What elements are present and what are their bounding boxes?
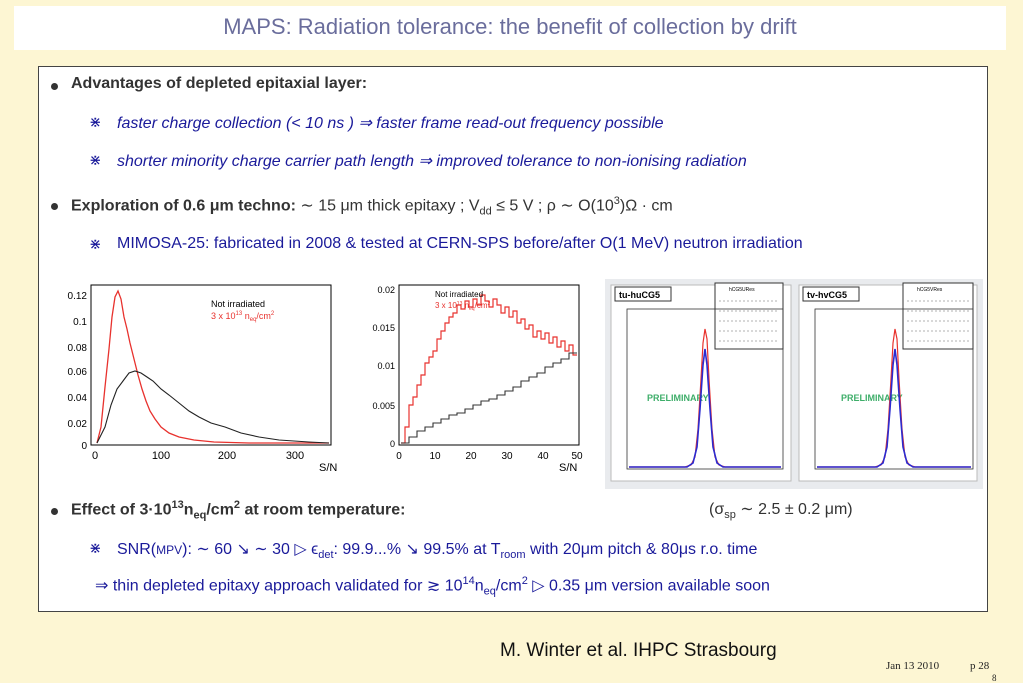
residual-u-stats-lines xyxy=(719,300,779,342)
section1-item2: shorter minority charge carrier path len… xyxy=(117,153,747,170)
plot2-ytick: 0 xyxy=(390,439,395,449)
signal-to-noise-zoom-plot: 0.02 0.015 0.01 0.005 0 0 10 20 30 40 50… xyxy=(372,284,583,472)
star-bullet-icon: ⋇ xyxy=(89,540,102,557)
plot1-irradiated-series xyxy=(96,289,329,444)
section3-line2: ⇒ thin depleted epitaxy approach validat… xyxy=(95,575,770,598)
plot1-xlabel: S/N xyxy=(319,462,337,472)
section2-item1: MIMOSA-25: fabricated in 2008 & tested a… xyxy=(117,235,803,252)
residual-u-frame xyxy=(626,308,784,470)
plot2-xticks: 0 10 20 30 40 50 xyxy=(396,451,583,462)
resolution-note: (σsp ∼ 2.5 ± 0.2 μm) xyxy=(709,501,853,522)
residual-v-watermark: PRELIMINARY xyxy=(841,393,903,403)
footer-page: p 28 xyxy=(970,660,990,672)
star-bullet-icon: ⋇ xyxy=(89,114,102,131)
residual-v-data xyxy=(817,328,971,468)
plot1-ytick: 0.02 xyxy=(68,419,88,430)
plot1-xtick: 300 xyxy=(286,450,304,462)
plot2-xtick: 50 xyxy=(571,451,583,462)
plot1-frame xyxy=(90,284,332,446)
footer-author: M. Winter et al. IHPC Strasbourg xyxy=(500,640,777,661)
plot1-xticks: 0 100 200 300 xyxy=(92,450,304,462)
residual-u-fit xyxy=(629,348,781,468)
plot1-ytick: 0.08 xyxy=(68,343,88,354)
plot1-xtick: 200 xyxy=(218,450,236,462)
plot1-ytick: 0.1 xyxy=(73,317,87,328)
plot1-ytick: 0.04 xyxy=(68,393,88,404)
section1-item1: faster charge collection (< 10 ns ) ⇒ fa… xyxy=(117,115,664,132)
residual-plots: tu-huCG5 hCG5URes PRELIMINARY tv-hvCG5 h… xyxy=(605,279,983,489)
plot2-yticks: 0.02 0.015 0.01 0.005 0 xyxy=(372,285,395,449)
section3-line1: SNR(MPV): ∼ 60 ↘ ∼ 30 ▷ ϵdet: 99.9...% ↘… xyxy=(117,541,758,562)
residual-v-stats-title: hCG5VRes xyxy=(917,287,943,293)
plot2-xtick: 20 xyxy=(465,451,477,462)
residual-u-tab xyxy=(614,286,672,302)
bullet-dot xyxy=(51,83,58,90)
plot2-xtick: 40 xyxy=(537,451,549,462)
plot2-legend-black: Not irradiated xyxy=(435,290,483,299)
section2-heading: Exploration of 0.6 μm techno: ∼ 15 μm th… xyxy=(71,195,673,218)
footer-date: Jan 13 2010 xyxy=(886,660,940,672)
plot1-ytick: 0.12 xyxy=(68,291,88,302)
plot1-not-irradiated-series xyxy=(96,370,330,444)
residual-u-watermark: PRELIMINARY xyxy=(647,393,709,403)
plot2-ytick: 0.015 xyxy=(372,323,395,333)
residual-u-stats-title: hCG5URes xyxy=(729,287,755,293)
plot2-xlabel: S/N xyxy=(559,462,577,472)
title-bar: MAPS: Radiation tolerance: the benefit o… xyxy=(14,6,1006,50)
plot2-not-irradiated-series xyxy=(401,352,577,444)
plot1-ytick: 0.06 xyxy=(68,367,88,378)
plot1-xtick: 0 xyxy=(92,450,98,462)
plot1-ytick: 0 xyxy=(81,441,87,452)
residual-v-frame xyxy=(814,308,974,470)
star-bullet-icon: ⋇ xyxy=(89,236,102,253)
residual-u-tab-label: tu-huCG5 xyxy=(619,290,660,300)
plot1-xtick: 100 xyxy=(152,450,170,462)
plot1-yticks: 0.12 0.1 0.08 0.06 0.04 0.02 0 xyxy=(68,291,88,452)
plot2-xtick: 10 xyxy=(429,451,441,462)
residual-v-tab xyxy=(802,286,860,302)
residual-v-tab-label: tv-hvCG5 xyxy=(807,290,847,300)
footer-page-overlap: 8 xyxy=(992,673,997,683)
bullet-dot xyxy=(51,203,58,210)
plot2-ytick: 0.02 xyxy=(377,285,395,295)
plot2-xtick: 30 xyxy=(501,451,513,462)
plot2-xtick: 0 xyxy=(396,451,402,462)
section1-heading: Advantages of depleted epitaxial layer: xyxy=(71,75,368,92)
plot2-ytick: 0.005 xyxy=(372,401,395,411)
bullet-dot xyxy=(51,508,58,515)
plot1-legend-black: Not irradiated xyxy=(211,299,265,309)
slide-title: MAPS: Radiation tolerance: the benefit o… xyxy=(223,14,797,39)
content-panel: Advantages of depleted epitaxial layer: … xyxy=(38,66,988,612)
plot2-irradiated-series xyxy=(401,294,577,444)
plot1-legend-red: 3 x 1013 neq/cm2 xyxy=(211,311,275,323)
signal-to-noise-plot: 0.12 0.1 0.08 0.06 0.04 0.02 0 0 100 200… xyxy=(68,284,337,472)
plot2-frame xyxy=(398,284,580,446)
section3-heading: Effect of 3·1013neq/cm2 at room temperat… xyxy=(71,499,406,522)
plot2-legend-red: 3 x 1013 neq/cm2 xyxy=(435,301,490,312)
plot2-ytick: 0.01 xyxy=(377,361,395,371)
residual-u-data xyxy=(629,328,781,468)
residual-v-fit xyxy=(817,348,971,468)
star-bullet-icon: ⋇ xyxy=(89,152,102,169)
